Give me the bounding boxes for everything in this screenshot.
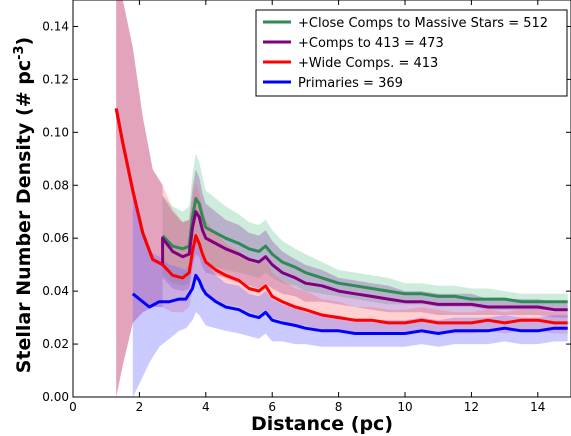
y-tick-label: 0.06	[42, 231, 69, 245]
x-tick-label: 14	[530, 400, 545, 414]
legend-label: Primaries = 369	[298, 76, 403, 91]
y-tick-label: 0.08	[42, 178, 69, 192]
x-tick-label: 0	[69, 400, 77, 414]
band-series-0	[162, 153, 568, 310]
y-tick-label: 0.00	[42, 390, 69, 404]
series-lines	[114, 108, 568, 335]
x-tick-label: 4	[202, 400, 210, 414]
plot-frame	[72, 0, 571, 398]
legend-box	[255, 9, 568, 97]
x-tick-label: 8	[335, 400, 343, 414]
line-series-0	[161, 197, 568, 304]
x-tick-label: 12	[464, 400, 479, 414]
x-tick-label: 2	[136, 400, 144, 414]
x-axis-ticks: 0 2 4 6 8 10 12 14	[69, 0, 545, 414]
legend-entries: +Close Comps to Massive Stars = 512 +Comp…	[263, 16, 548, 91]
y-axis-title-close: )	[13, 37, 35, 46]
legend-label: +Wide Comps. = 413	[298, 56, 438, 71]
line-series-2	[114, 108, 568, 325]
y-axis-title-sup: -3	[12, 45, 27, 59]
x-tick-label: 6	[268, 400, 276, 414]
band-series-2	[116, 0, 568, 397]
y-axis-ticks: 0.00 0.02 0.04 0.06 0.08 0.10 0.12 0.14	[42, 19, 571, 404]
legend-label: +Comps to 413 = 473	[298, 36, 444, 51]
y-tick-label: 0.02	[42, 337, 69, 351]
legend-label: +Close Comps to Massive Stars = 512	[298, 16, 548, 31]
legend: +Close Comps to Massive Stars = 512 +Comp…	[255, 9, 568, 97]
x-axis-title: Distance (pc)	[251, 413, 393, 435]
y-tick-label: 0.10	[42, 125, 69, 139]
y-tick-label: 0.12	[42, 72, 69, 86]
y-axis-title: Stellar Number Density (# pc-3)	[12, 37, 35, 374]
line-series-1	[114, 108, 568, 312]
band-series-3	[132, 190, 568, 397]
y-tick-label: 0.14	[42, 19, 69, 33]
y-axis-title-main: Stellar Number Density (# pc	[13, 60, 35, 373]
y-tick-label: 0.04	[42, 284, 69, 298]
line-series-3	[131, 273, 568, 335]
x-tick-label: 10	[397, 400, 412, 414]
